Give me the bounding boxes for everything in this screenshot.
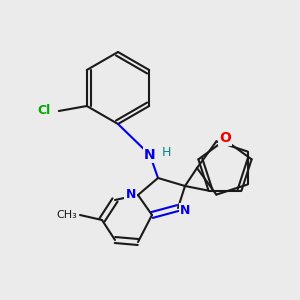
Text: Cl: Cl xyxy=(38,104,51,118)
Text: O: O xyxy=(219,131,231,145)
Text: N: N xyxy=(126,188,136,202)
Text: CH₃: CH₃ xyxy=(56,210,77,220)
Text: N: N xyxy=(180,205,190,218)
Text: H: H xyxy=(162,146,171,158)
Text: N: N xyxy=(144,148,156,162)
